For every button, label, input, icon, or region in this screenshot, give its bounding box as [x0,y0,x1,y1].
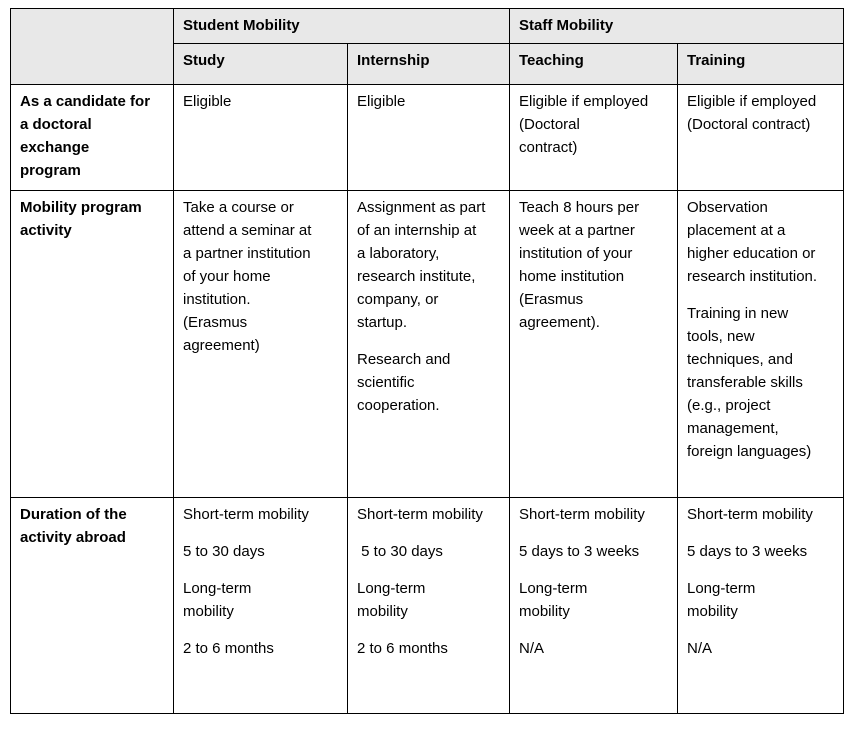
cell-doctoral-candidate-eligibility-training: Eligible if employed (Doctoral contract) [676,84,845,191]
table-body: As a candidate for a doctoral exchange prog… [10,84,845,714]
cell-paragraph: 5 to 30 days [357,543,443,560]
cell-paragraph: Long-term mobility [687,580,756,620]
table-row-duration-of-activity-abroad: Duration of the activity abroad Short-term… [10,497,845,714]
cell-duration-of-activity-abroad-training: Short-term mobility 5 days to 3 weeks Long… [676,497,845,714]
cell-paragraph: 5 days to 3 weeks [687,543,808,560]
cell-duration-of-activity-abroad-teaching: Short-term mobility 5 days to 3 weeks Long… [509,497,678,714]
header-training: Training [676,43,845,85]
table-row-mobility-program-activity: Mobility program activity Take a course or… [10,190,845,498]
header-teaching: Teaching [509,43,678,85]
cell-doctoral-candidate-eligibility-teaching: Eligible if employed (Doctoral contract) [509,84,678,191]
table-header: Student Mobility Staff Mobility Study In… [10,8,845,85]
cell-paragraph: Short-term mobility [687,506,813,523]
cell-paragraph: Take a course or attend a seminar at a par… [183,199,312,354]
cell-paragraph: Teach 8 hours per week at a partner instit… [519,199,640,331]
cell-doctoral-candidate-eligibility-internship: Eligible [347,84,510,191]
cell-mobility-program-activity-study: Take a course or attend a seminar at a par… [173,190,348,498]
header-group-row: Student Mobility Staff Mobility [10,8,845,85]
header-internship: Internship [347,43,510,85]
header-study: Study [173,43,348,85]
cell-doctoral-candidate-eligibility-study: Eligible [173,84,348,191]
corner-cell [10,8,174,85]
cell-paragraph: 2 to 6 months [183,640,274,657]
cell-paragraph: Research and scientific cooperation. [357,351,451,414]
cell-paragraph: Long-term mobility [357,580,426,620]
cell-paragraph: Eligible [183,93,232,110]
cell-mobility-program-activity-teaching: Teach 8 hours per week at a partner instit… [509,190,678,498]
mobility-table: Student Mobility Staff Mobility Study In… [10,8,845,714]
cell-paragraph: N/A [519,640,545,657]
cell-paragraph: Short-term mobility [183,506,309,523]
cell-paragraph: Eligible if employed (Doctoral contract) [687,93,817,133]
cell-mobility-program-activity-internship: Assignment as part of an internship at a l… [347,190,510,498]
table-row-doctoral-candidate-eligibility: As a candidate for a doctoral exchange prog… [10,84,845,191]
header-columns-row: Study Internship Teaching Training [11,43,845,85]
row-label-mobility-program-activity: Mobility program activity [10,190,174,498]
page: { "table": { "colors": { "header_bg": "#… [0,8,862,729]
cell-paragraph: Duration of the activity abroad [20,506,127,546]
header-student-mobility: Student Mobility [173,8,510,44]
row-label-duration-of-activity-abroad: Duration of the activity abroad [10,497,174,714]
cell-paragraph: Long-term mobility [183,580,252,620]
cell-paragraph: Mobility program activity [20,199,142,239]
cell-paragraph: As a candidate for a doctoral exchange prog… [20,93,151,179]
cell-duration-of-activity-abroad-internship: Short-term mobility 5 to 30 days Long-ter… [347,497,510,714]
row-label-doctoral-candidate-eligibility: As a candidate for a doctoral exchange prog… [10,84,174,191]
cell-duration-of-activity-abroad-study: Short-term mobility 5 to 30 days Long-term… [173,497,348,714]
cell-paragraph: Short-term mobility [519,506,645,523]
cell-paragraph: 2 to 6 months [357,640,448,657]
cell-paragraph: N/A [687,640,713,657]
cell-mobility-program-activity-training: Observation placement at a higher educatio… [676,190,845,498]
cell-paragraph: 5 days to 3 weeks [519,543,640,560]
cell-paragraph: Long-term mobility [519,580,588,620]
cell-paragraph: Short-term mobility [357,506,483,523]
cell-paragraph: Observation placement at a higher educatio… [687,199,818,285]
cell-paragraph: Eligible if employed (Doctoral contract) [519,93,649,156]
header-staff-mobility: Staff Mobility [508,8,845,44]
cell-paragraph: 5 to 30 days [183,543,265,560]
cell-paragraph: Assignment as part of an internship at a l… [357,199,486,331]
cell-paragraph: Training in new tools, new techniques, and… [687,305,812,460]
cell-paragraph: Eligible [357,93,406,110]
